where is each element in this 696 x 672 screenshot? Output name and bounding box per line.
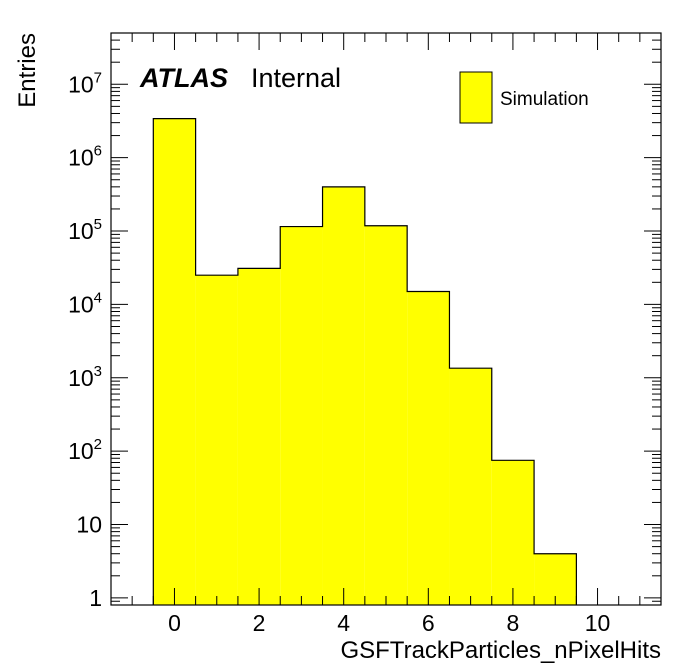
y-tick-label-6: 106	[68, 143, 102, 171]
x-tick-label-4: 8	[507, 610, 520, 636]
legend-label: Simulation	[500, 89, 589, 110]
histogram-bars	[152, 118, 577, 606]
axis-ticks	[110, 32, 662, 606]
y-tick-label-3: 103	[68, 363, 102, 391]
legend: Simulation	[459, 71, 589, 124]
x-tick-label-2: 4	[337, 610, 350, 636]
y-tick-label-4: 104	[68, 289, 102, 317]
y-tick-label-0: 1	[89, 585, 102, 611]
histogram-bar-5	[364, 225, 408, 605]
histogram-bar-1	[195, 275, 238, 605]
x-tick-label-5: 10	[585, 610, 611, 636]
y-tick-label-1: 10	[76, 512, 102, 538]
x-tick-label-1: 2	[253, 610, 266, 636]
y-tick-label-7: 107	[68, 69, 102, 97]
y-axis-title: Entries	[14, 33, 41, 108]
x-tick-label-3: 6	[422, 610, 435, 636]
legend-swatch	[459, 71, 493, 124]
y-tick-labels: 1 10 102 103 104 105 106 107	[68, 69, 102, 611]
histogram-bar-0	[153, 118, 196, 606]
histogram-bar-8	[491, 460, 535, 605]
x-axis-title: GSFTrackParticles_nPixelHits	[340, 637, 661, 664]
histogram-bar-2	[237, 268, 281, 605]
histogram-bar-3	[280, 226, 323, 605]
histogram-bar-4	[322, 186, 365, 605]
histogram-outline	[152, 118, 577, 605]
y-tick-label-2: 102	[68, 436, 102, 464]
histogram-bar-6	[407, 291, 450, 605]
x-tick-labels: 0 2 4 6 8 10	[168, 610, 610, 636]
y-tick-label-5: 105	[68, 216, 102, 244]
histogram-bar-7	[449, 368, 492, 605]
atlas-label: ATLAS	[139, 63, 228, 93]
internal-label: Internal	[251, 63, 341, 93]
x-tick-label-0: 0	[168, 610, 181, 636]
